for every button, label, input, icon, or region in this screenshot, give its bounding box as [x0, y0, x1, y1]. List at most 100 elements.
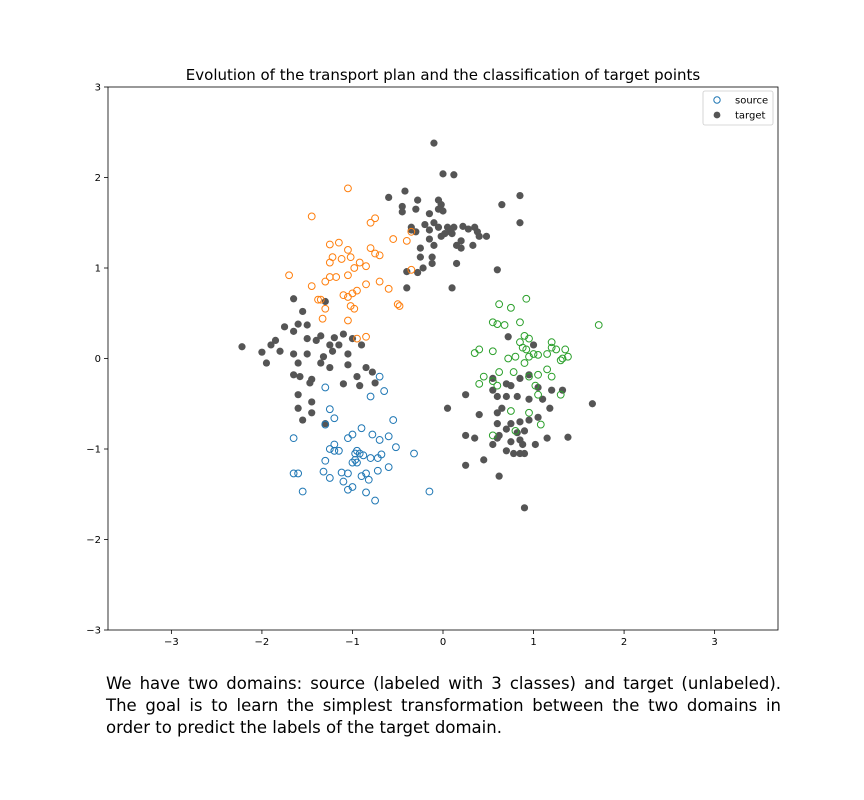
source-point-class-1	[321, 383, 330, 392]
target-point	[339, 330, 348, 338]
target-point	[425, 226, 434, 234]
target-point	[439, 170, 447, 178]
source-point-class-2	[344, 184, 352, 193]
source-point-class-2	[321, 304, 330, 313]
source-point-class-1	[325, 474, 334, 482]
chart-legend: source target	[702, 90, 774, 126]
target-point	[507, 382, 515, 390]
source-point-class-3	[475, 379, 484, 388]
target-point	[529, 341, 538, 349]
legend-marker-target	[713, 111, 721, 119]
target-point	[493, 392, 501, 401]
source-point-class-1	[289, 469, 298, 478]
source-point-class-2	[362, 332, 370, 341]
target-point	[480, 456, 488, 464]
target-point	[452, 259, 461, 268]
target-point	[441, 230, 449, 238]
target-point	[425, 235, 434, 243]
source-point-class-3	[534, 370, 542, 379]
source-point-class-1	[384, 432, 393, 441]
source-point-class-3	[547, 343, 556, 352]
source-point-class-3	[594, 321, 603, 329]
source-point-class-2	[344, 316, 352, 325]
source-point-class-1	[325, 445, 334, 453]
target-point	[457, 244, 465, 252]
target-point	[403, 284, 411, 292]
source-point-class-1	[359, 451, 368, 460]
target-point	[290, 350, 298, 358]
target-point	[416, 244, 424, 252]
source-point-class-3	[522, 345, 531, 354]
source-point-class-2	[393, 300, 402, 309]
target-point	[493, 420, 501, 428]
target-point	[430, 219, 438, 227]
target-point	[296, 373, 304, 381]
target-point	[353, 373, 361, 381]
target-point	[416, 253, 424, 261]
target-point	[462, 461, 470, 469]
target-point	[258, 348, 266, 356]
target-point	[385, 193, 393, 202]
source-point-class-3	[525, 352, 533, 361]
source-point-class-2	[316, 295, 325, 304]
target-point	[312, 336, 320, 344]
target-point	[403, 268, 411, 276]
target-point	[495, 431, 503, 440]
target-point	[290, 295, 298, 303]
source-point-class-1	[380, 387, 389, 395]
source-point-class-3	[493, 320, 502, 329]
x-tick-label: −1	[345, 637, 360, 648]
target-point	[330, 334, 338, 342]
chart-marks	[238, 139, 603, 512]
source-point-class-2	[325, 258, 334, 267]
source-point-class-1	[373, 466, 382, 475]
source-point-class-2	[344, 271, 352, 280]
target-point	[303, 334, 311, 343]
target-point	[543, 434, 551, 442]
target-point	[520, 449, 529, 458]
source-point-class-3	[518, 343, 527, 352]
target-point	[299, 307, 307, 316]
target-point	[448, 284, 456, 292]
source-point-class-2	[402, 236, 411, 245]
target-point	[428, 259, 436, 268]
target-point	[344, 350, 352, 358]
source-point-class-1	[344, 485, 352, 494]
source-point-class-1	[366, 454, 375, 462]
description-paragraph: We have two domains: source (labeled wit…	[106, 674, 781, 737]
target-point	[525, 395, 533, 403]
source-point-class-2	[395, 302, 404, 310]
source-point-class-1	[344, 434, 352, 443]
source-point-class-1	[392, 443, 400, 452]
target-point	[398, 208, 406, 216]
target-point	[299, 416, 307, 424]
source-point-class-3	[493, 381, 502, 390]
target-point	[507, 420, 515, 428]
source-point-class-3	[488, 431, 497, 440]
source-point-class-2	[348, 289, 357, 298]
target-point	[412, 205, 420, 213]
y-tick-label: −1	[86, 445, 101, 456]
target-point	[498, 201, 506, 209]
source-point-class-2	[325, 240, 334, 249]
source-point-class-2	[285, 271, 293, 280]
target-point	[317, 332, 325, 340]
scatter-chart: −3 −2 −1 0 1 2 3 −3 −2 −1 0 1 2 3 Evolution of the tr…	[86, 66, 779, 648]
source-point-class-2	[307, 282, 316, 291]
target-point	[510, 449, 518, 458]
target-point	[419, 264, 427, 272]
source-point-class-1	[294, 469, 303, 478]
target-point	[267, 341, 275, 349]
source-point-class-3	[504, 354, 513, 363]
source-point-class-3	[520, 359, 529, 367]
target-point	[513, 429, 521, 437]
source-point-class-1	[377, 450, 386, 459]
source-point-class-3	[507, 407, 515, 415]
target-point	[520, 504, 529, 512]
target-point	[498, 404, 506, 412]
source-point-class-2	[350, 304, 359, 313]
target-point	[414, 196, 422, 204]
target-point	[495, 472, 503, 480]
target-point	[450, 223, 458, 231]
target-point	[558, 386, 567, 394]
